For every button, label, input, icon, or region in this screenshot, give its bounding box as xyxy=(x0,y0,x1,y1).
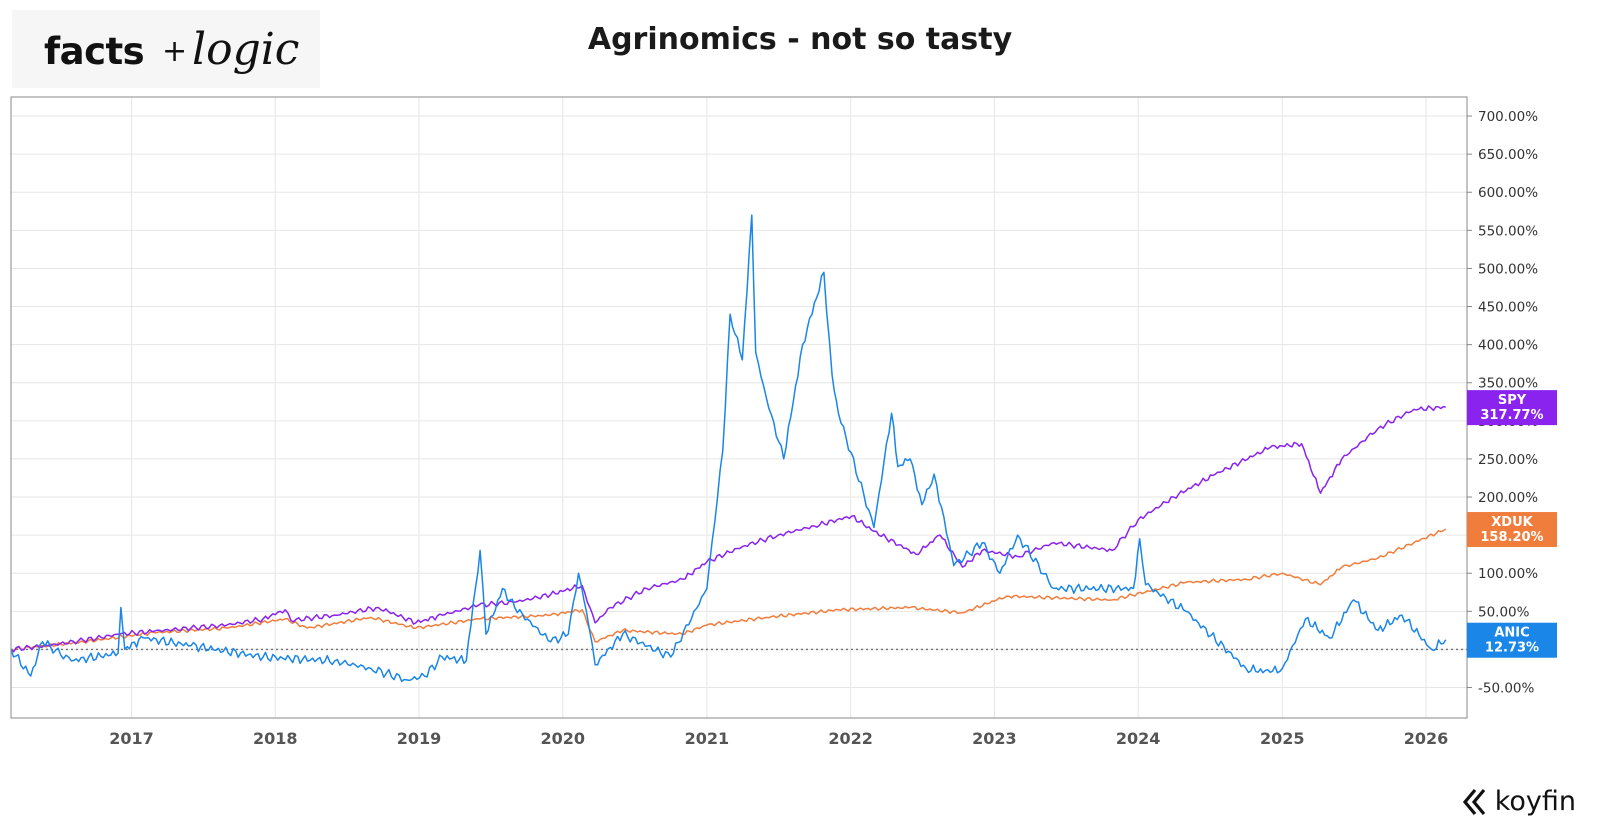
x-axis: 2017 2018 2019 2020 2021 2022 2023 2024 2025 2026 xyxy=(109,729,1448,748)
badge-series-value: 158.20% xyxy=(1480,530,1543,545)
y-tick-label: 350.00% xyxy=(1478,376,1538,392)
series-group xyxy=(10,214,1447,683)
x-tick-label: 2017 xyxy=(109,729,154,748)
series-line-spy xyxy=(10,405,1446,653)
koyfin-branding: koyfin xyxy=(1461,786,1576,817)
brand-word-logic: logic xyxy=(192,24,300,75)
series-line-anic xyxy=(10,214,1447,683)
badge-series-name: ANIC xyxy=(1494,626,1529,641)
last-value-badge-anic xyxy=(1467,622,1557,658)
y-tick-label: 550.00% xyxy=(1478,223,1538,239)
grid xyxy=(11,97,1467,718)
y-tick-label: 400.00% xyxy=(1478,338,1538,354)
y-tick-label: 600.00% xyxy=(1478,185,1538,201)
last-value-badge-spy xyxy=(1467,390,1557,426)
badge-series-name: SPY xyxy=(1498,393,1527,408)
badge-series-value: 317.77% xyxy=(1480,408,1543,423)
x-tick-label: 2025 xyxy=(1260,729,1305,748)
y-tick-label: 650.00% xyxy=(1478,147,1538,163)
series-line-xduk xyxy=(10,528,1447,652)
y-tick-label: 450.00% xyxy=(1478,300,1538,316)
last-value-badge-xduk xyxy=(1467,512,1557,548)
brand-word-facts: facts xyxy=(44,30,145,73)
y-tick-label: 700.00% xyxy=(1478,109,1538,125)
y-tick-label: 500.00% xyxy=(1478,261,1538,277)
y-tick-label: 50.00% xyxy=(1478,604,1530,620)
badge-series-name: XDUK xyxy=(1491,515,1533,530)
koyfin-logo-icon xyxy=(1462,788,1485,815)
x-tick-label: 2019 xyxy=(397,729,442,748)
x-tick-label: 2018 xyxy=(253,729,298,748)
y-tick-label: -50.00% xyxy=(1478,681,1535,697)
x-tick-label: 2022 xyxy=(828,729,873,748)
y-tick-label: 200.00% xyxy=(1478,490,1538,506)
badge-series-value: 12.73% xyxy=(1485,641,1539,656)
x-tick-label: 2021 xyxy=(685,729,730,748)
y-tick-label: 100.00% xyxy=(1478,566,1538,582)
y-tick-label: 250.00% xyxy=(1478,452,1538,468)
x-tick-label: 2020 xyxy=(540,729,585,748)
plot-frame xyxy=(10,96,1468,719)
koyfin-wordmark: koyfin xyxy=(1494,786,1576,817)
x-tick-label: 2023 xyxy=(972,729,1017,748)
brand-plus: + xyxy=(162,34,188,69)
chart-title: Agrinomics - not so tasty xyxy=(587,22,1013,57)
x-tick-label: 2026 xyxy=(1404,729,1449,748)
brand-logo: facts + logic xyxy=(12,10,320,88)
x-tick-label: 2024 xyxy=(1116,729,1161,748)
